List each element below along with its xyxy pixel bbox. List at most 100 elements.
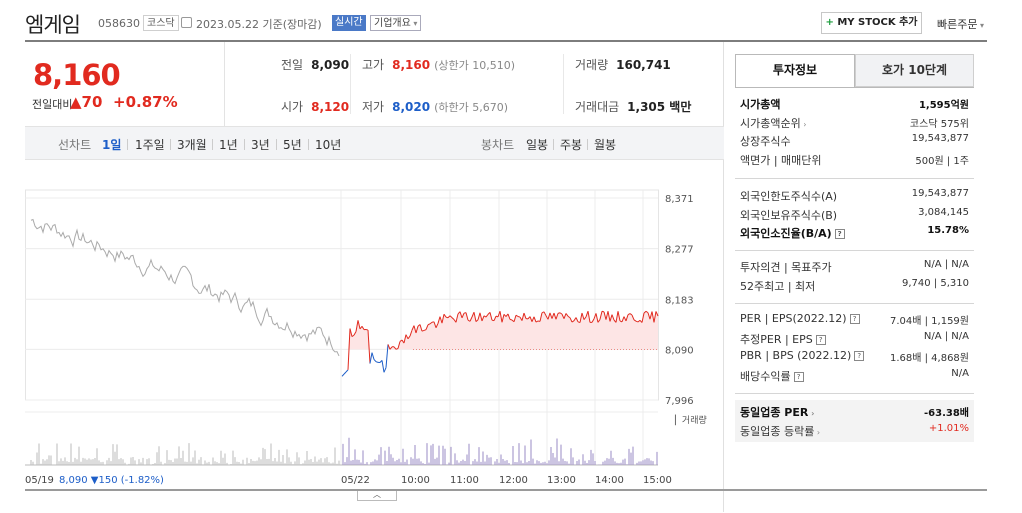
stat-value: 8,120	[311, 100, 350, 114]
today-line-segment	[415, 326, 419, 334]
today-line-segment	[637, 319, 641, 323]
stat-label: 시가	[281, 100, 304, 114]
today-line-segment	[403, 334, 407, 344]
today-line-segment	[489, 312, 493, 321]
today-line-segment	[395, 348, 399, 350]
price-chart[interactable]: 8,371 8,277 8,183 8,090 7,996 ▏거래량 05/19 05/22 1…	[25, 160, 724, 490]
info-row: 외국인보유주식수(B) 3,084,145	[735, 205, 974, 224]
today-line-segment	[407, 335, 411, 340]
y-tick-label: 8,090	[665, 345, 694, 356]
today-line-segment	[655, 311, 659, 317]
divider	[244, 139, 245, 150]
plus-icon: +	[825, 17, 834, 28]
today-line-segment	[541, 311, 545, 314]
info-row: 투자의견 | 목표주가 N/A | N/A	[735, 257, 974, 276]
lower-limit: (하한가 5,670)	[434, 101, 508, 114]
tab-orderbook-10[interactable]: 호가 10단계	[855, 54, 974, 87]
help-icon[interactable]: ?	[834, 229, 845, 239]
period-tab-1d[interactable]: 1일	[102, 138, 122, 152]
today-line-segment	[555, 313, 559, 320]
info-label: 상장주식수	[740, 135, 791, 148]
today-line-segment	[459, 311, 463, 319]
candle-tab-weekly[interactable]: 주봉	[560, 138, 583, 152]
info-row: 배당수익률? N/A	[735, 366, 974, 385]
today-line-segment	[581, 312, 585, 320]
today-line-segment	[509, 318, 513, 321]
today-line-segment	[651, 311, 655, 323]
prev-day-line	[30, 218, 340, 357]
tab-investment-info[interactable]: 투자정보	[735, 54, 855, 87]
stat-label: 고가	[362, 58, 385, 72]
header-divider	[25, 40, 987, 42]
candle-tab-daily[interactable]: 일봉	[526, 138, 549, 152]
today-line-segment	[609, 314, 613, 322]
today-line-segment	[449, 315, 453, 318]
today-line-segment	[561, 313, 565, 319]
chevron-right-icon[interactable]: ›	[808, 409, 815, 418]
info-row: 동일업종 PER › -63.38배	[735, 402, 974, 421]
info-row: 시가총액 1,595억원	[735, 94, 974, 113]
chevron-right-icon[interactable]: ›	[800, 119, 807, 129]
today-line-segment	[451, 317, 455, 320]
today-line-segment	[343, 371, 347, 375]
period-tab-5y[interactable]: 5년	[283, 138, 302, 152]
x-tick-label: 05/19	[25, 475, 54, 486]
period-tab-1y[interactable]: 1년	[219, 138, 238, 152]
help-icon[interactable]: ?	[854, 351, 865, 361]
period-tab-10y[interactable]: 10년	[315, 138, 342, 152]
info-label: PER | EPS(2022.12)?	[740, 312, 860, 325]
realtime-button[interactable]: 실시간	[332, 15, 366, 31]
today-line-segment	[633, 319, 637, 322]
quote-stats: 전일 8,090 고가 8,160 (상한가 10,510) 거래량 160,741 시…	[225, 42, 724, 126]
quick-order-menu[interactable]: 빠른주문 ▾	[937, 16, 984, 32]
today-line-segment	[603, 311, 607, 320]
collapse-chart-button[interactable]: ︿	[357, 490, 397, 501]
tab-underline	[735, 87, 974, 88]
stat-trade-value: 거래대금 1,305 백만	[575, 98, 691, 115]
mystock-add-button[interactable]: + MY STOCK 추가	[821, 12, 922, 34]
today-line-segment	[393, 346, 397, 350]
today-line-segment	[463, 312, 467, 314]
candle-chart-label: 봉차트	[481, 138, 515, 152]
volume-legend-label: ▏거래량	[675, 414, 707, 426]
today-line-segment	[485, 314, 489, 318]
help-icon[interactable]: ?	[793, 371, 804, 382]
today-line-segment	[385, 344, 389, 368]
info-row: 동일업종 등락률 › +1.01%	[735, 421, 974, 440]
period-tab-1w[interactable]: 1주일	[135, 138, 165, 152]
candle-tab-monthly[interactable]: 월봉	[594, 138, 617, 152]
current-price: 8,160	[33, 58, 121, 92]
up-triangle-icon: ▲	[70, 93, 82, 111]
info-row: 외국인한도주식수(A) 19,543,877	[735, 186, 974, 205]
x-tick-label: 15:00	[643, 475, 672, 486]
today-line-segment	[595, 313, 599, 323]
today-line-segment	[347, 328, 351, 370]
info-row: 상장주식수 19,543,877	[735, 131, 974, 150]
info-value: 1,595억원	[918, 100, 969, 111]
group-divider	[735, 393, 974, 394]
today-line-segment	[539, 312, 543, 322]
chevron-right-icon[interactable]: ›	[814, 427, 821, 437]
divider	[350, 54, 351, 114]
stat-label: 거래대금	[575, 100, 620, 114]
period-tab-3y[interactable]: 3년	[251, 138, 270, 152]
info-value: N/A	[951, 367, 969, 379]
stat-value: 8,090	[311, 58, 350, 72]
stat-value: 1,305 백만	[627, 100, 692, 114]
chart-period-bar: 선차트 1일 1주일 3개월 1년 3년 5년 10년 봉차트 일봉 주봉 월봉	[25, 126, 724, 160]
info-value: 19,543,877	[911, 188, 969, 199]
period-tab-3m[interactable]: 3개월	[177, 138, 207, 152]
stat-label: 거래량	[575, 58, 609, 72]
quote-panel: 8,160 전일대비 ▲70 +0.87% 전일 8,090 고가 8,160 (상한…	[25, 42, 724, 512]
today-line-segment	[653, 311, 657, 323]
help-icon[interactable]: ?	[815, 334, 826, 345]
help-icon[interactable]: ?	[849, 314, 860, 324]
stock-name: 엠게임	[25, 13, 81, 37]
today-line-segment	[591, 318, 595, 323]
y-tick-label: 8,183	[665, 295, 694, 306]
today-line-segment	[435, 323, 439, 328]
today-line-segment	[565, 313, 569, 317]
stock-code: 058630	[98, 17, 140, 30]
company-overview-dropdown[interactable]: 기업개요 ▾	[370, 15, 422, 31]
today-line-segment	[365, 329, 369, 331]
